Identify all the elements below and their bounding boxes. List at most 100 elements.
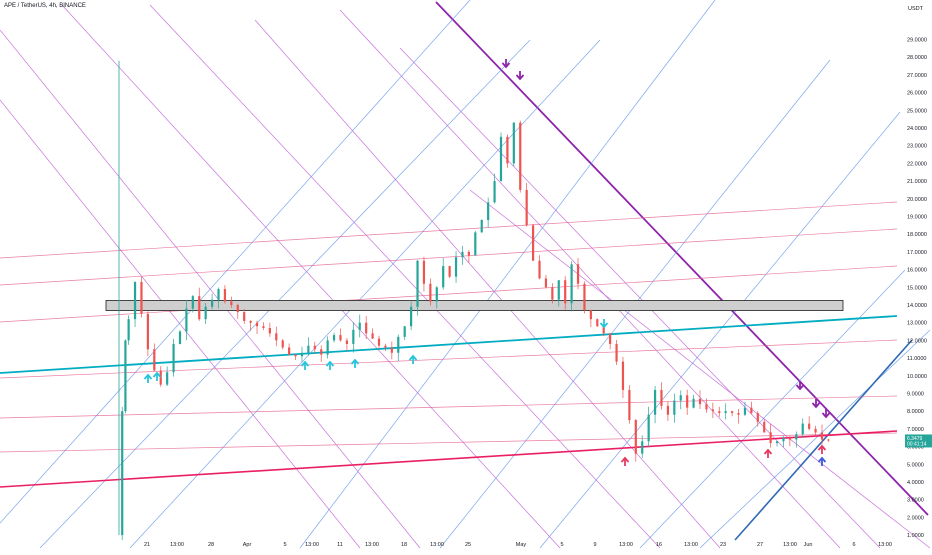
candle-body [461, 251, 464, 258]
price-tick-label: 21.0000 [907, 179, 927, 185]
candle-body [480, 220, 483, 233]
candle-body [487, 202, 490, 221]
candle-body [653, 389, 657, 415]
time-tick-label: 13:00 [365, 542, 379, 548]
price-tick-label: 28.0000 [907, 55, 927, 61]
price-tick-label: 13.0000 [907, 321, 927, 327]
price-tick-label: 7.0000 [907, 427, 924, 433]
candle-body [666, 405, 670, 415]
candle-body [300, 352, 304, 357]
purple-channel-line [149, 4, 661, 549]
price-tick-label: 4.0000 [907, 480, 924, 486]
pink-trend-line [0, 228, 898, 286]
purple-channel-line [339, 9, 841, 549]
candle-body [525, 189, 528, 226]
candle-body [243, 312, 246, 321]
candle-body [576, 264, 580, 284]
candle-body [390, 347, 393, 353]
price-tick-label: 29.0000 [907, 38, 927, 44]
arrow-up-red-icon [763, 448, 773, 458]
arrow-down-purple-icon [501, 59, 511, 69]
candle-body [763, 421, 766, 433]
candle-body [345, 340, 349, 344]
candle-body [660, 389, 663, 406]
arrow-down-cyan-icon [599, 319, 609, 329]
candle-body [124, 340, 127, 412]
cyan-support-line [0, 315, 898, 374]
candle-body [538, 260, 541, 279]
candle-body [268, 328, 271, 334]
arrow-up-cyan-icon [350, 358, 360, 368]
candle-body [127, 319, 130, 341]
price-tick-label: 2.0000 [907, 515, 924, 521]
candle-body [384, 345, 387, 348]
candle-body [422, 260, 426, 284]
symbol-title: APE / TetherUS, 4h, BINANCE [4, 3, 86, 9]
candle-body [223, 289, 227, 302]
pink-trend-line [0, 432, 898, 453]
candle-body [159, 370, 162, 385]
candle-body [153, 349, 156, 371]
candle-body [782, 437, 785, 442]
arrow-down-purple-icon [795, 381, 805, 391]
blue-support-line [734, 339, 913, 541]
time-tick-label: 13:00 [170, 542, 184, 548]
candle-body [827, 439, 830, 441]
time-tick-label: 13:00 [305, 542, 319, 548]
candle-body [467, 251, 470, 256]
candle-body [775, 441, 779, 444]
price-tick-label: 3.0000 [907, 498, 924, 504]
arrow-up-red-icon [817, 444, 827, 454]
candle-body [692, 398, 695, 408]
candle-body [365, 322, 368, 334]
candle-body [820, 432, 824, 440]
candle-body [737, 412, 740, 415]
pink-trend-line [0, 395, 898, 419]
time-tick-label: 5 [283, 542, 286, 548]
candle-body [756, 412, 759, 422]
candle-body [788, 437, 791, 440]
candle-body [544, 278, 548, 288]
candle-body [589, 310, 592, 320]
candle-body [178, 331, 182, 344]
time-tick-label: 5 [560, 542, 563, 548]
candle-body [570, 264, 573, 304]
price-tick-label: 27.0000 [907, 73, 927, 79]
time-tick-label: 13:00 [684, 542, 698, 548]
price-tick-label: 11.0000 [907, 356, 926, 362]
candle-body [641, 441, 644, 454]
candle-body [743, 407, 747, 415]
pink-trend-line [0, 339, 898, 379]
candle-body [564, 280, 567, 304]
arrow-up-red-icon [620, 456, 630, 466]
arrow-down-purple-icon [811, 399, 821, 409]
time-tick-label: 6 [852, 542, 855, 548]
candle-body [185, 308, 188, 332]
price-tick-label: 10.0000 [907, 374, 927, 380]
price-tick-label: 8.0000 [907, 409, 924, 415]
candle-body [294, 354, 297, 357]
blue-channel-line [0, 0, 471, 524]
candle-body [429, 283, 432, 302]
blue-channel-line [699, 329, 931, 549]
arrow-up-cyan-icon [143, 373, 153, 383]
candle-body [557, 280, 560, 300]
arrow-up-cyan-icon [325, 360, 335, 370]
time-tick-label: 13:00 [878, 542, 892, 548]
candle-body [551, 287, 554, 300]
last-price-countdown: 00:41:14 [907, 441, 927, 447]
time-tick-label: 13:00 [430, 542, 444, 548]
price-tick-label: 19.0000 [907, 215, 927, 221]
time-tick-label: 21 [144, 542, 150, 548]
candle-body [686, 395, 689, 408]
time-tick-label: Apr [243, 542, 252, 548]
candle-body [711, 409, 714, 412]
candle-body [339, 335, 342, 341]
price-tick-label: 17.0000 [907, 250, 927, 256]
candle-body [210, 299, 214, 307]
candle-body [602, 326, 605, 334]
candle-body [795, 434, 798, 440]
time-tick-label: 13:00 [619, 542, 633, 548]
